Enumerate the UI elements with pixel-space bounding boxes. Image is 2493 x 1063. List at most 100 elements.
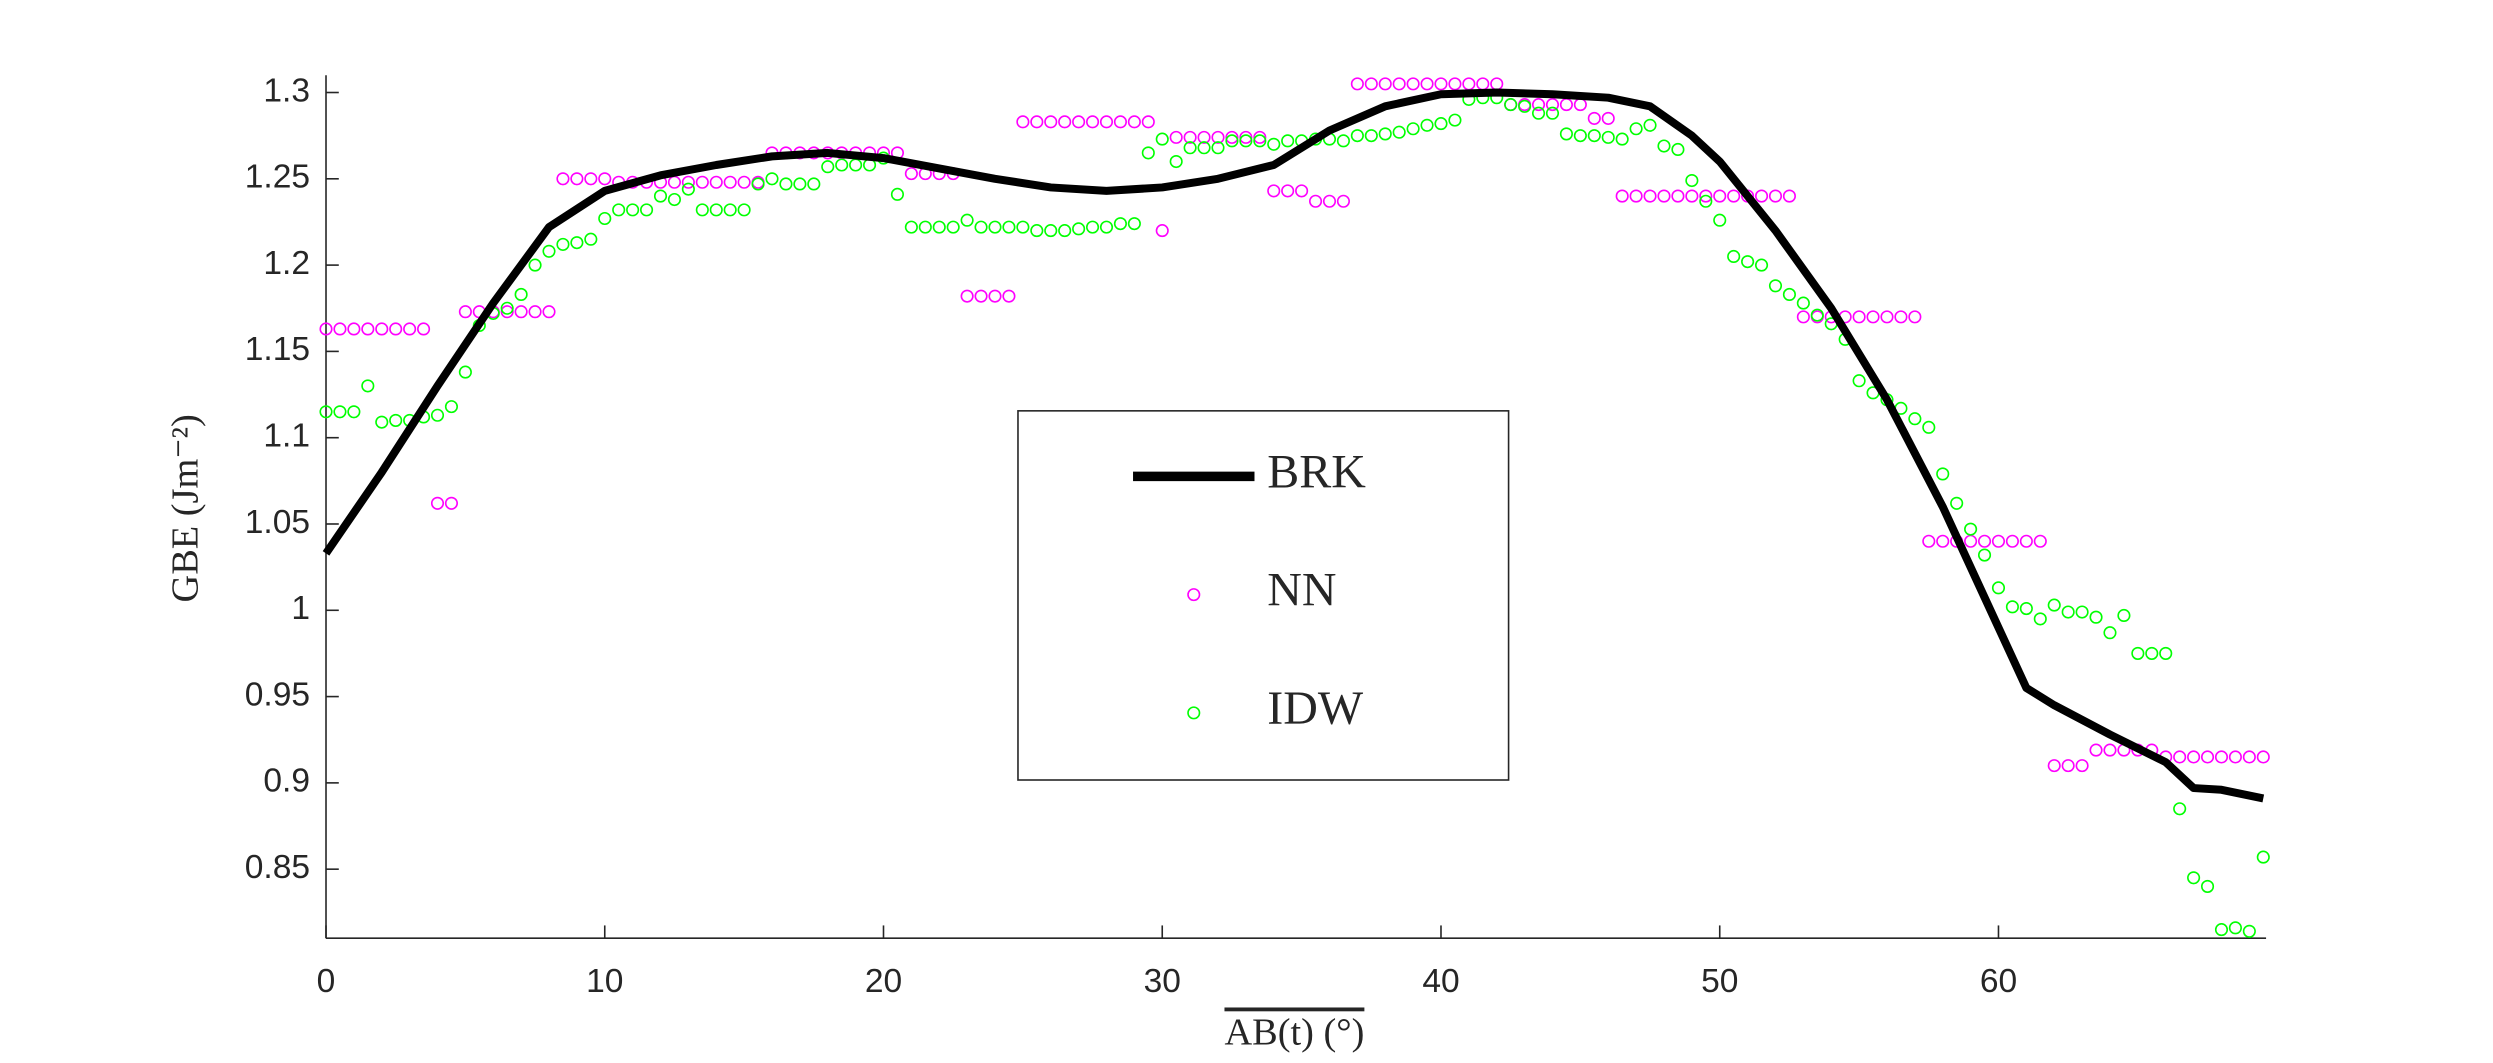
data-point: [932, 220, 946, 234]
data-point: [709, 203, 723, 217]
data-point: [1141, 146, 1155, 160]
data-point: [709, 175, 723, 189]
data-point: [2242, 924, 2256, 938]
data-point: [1127, 217, 1141, 231]
data-point: [1852, 310, 1866, 324]
data-point: [1796, 296, 1810, 310]
data-point: [960, 289, 974, 303]
data-point: [514, 305, 528, 319]
data-point: [375, 415, 389, 429]
data-point: [1225, 130, 1239, 144]
data-point: [2145, 646, 2159, 660]
data-point: [1183, 130, 1197, 144]
data-point: [1615, 132, 1629, 146]
data-point: [1448, 77, 1462, 91]
data-point: [1531, 106, 1546, 120]
data-point: [1127, 115, 1141, 129]
data-point: [2214, 750, 2229, 764]
data-point: [1531, 98, 1546, 112]
data-point: [1754, 258, 1769, 272]
x-tick-label: 50: [1701, 963, 1738, 1000]
data-point: [1113, 115, 1127, 129]
data-point: [1239, 134, 1253, 148]
data-point: [904, 167, 918, 181]
data-point: [1991, 534, 2006, 548]
data-point: [1392, 77, 1406, 91]
data-point: [1197, 141, 1211, 155]
data-point: [2187, 871, 2201, 885]
data-point: [751, 177, 765, 191]
data-point: [2005, 534, 2019, 548]
data-point: [347, 322, 361, 336]
data-point: [1239, 130, 1253, 144]
y-tick-label: 1.3: [263, 72, 310, 109]
data-point: [1002, 289, 1016, 303]
data-point: [1727, 189, 1741, 203]
data-point: [319, 322, 333, 336]
data-point: [1991, 581, 2006, 595]
data-point: [1643, 189, 1657, 203]
data-point: [1044, 115, 1058, 129]
brk-line: [322, 88, 2265, 803]
data-point: [807, 177, 821, 191]
data-point: [458, 305, 472, 319]
data-point: [333, 322, 347, 336]
data-point: [946, 220, 960, 234]
data-point: [1072, 115, 1086, 129]
x-tick-label: 20: [865, 963, 902, 1000]
data-point: [1768, 189, 1783, 203]
x-tick-label: 30: [1144, 963, 1181, 1000]
data-point: [974, 289, 988, 303]
y-tick-label: 1.1: [263, 418, 310, 455]
data-point: [681, 175, 695, 189]
data-point: [1434, 117, 1448, 131]
data-point: [1030, 224, 1044, 238]
data-point: [974, 220, 988, 234]
data-point: [1364, 77, 1378, 91]
data-point: [1545, 98, 1560, 112]
data-point: [1225, 134, 1239, 148]
data-point: [2033, 612, 2047, 626]
data-point: [1002, 220, 1016, 234]
data-point: [542, 244, 556, 258]
data-point: [1086, 220, 1100, 234]
data-point: [960, 213, 974, 227]
data-point: [653, 189, 668, 203]
data-point: [2103, 743, 2117, 757]
data-point: [430, 408, 445, 422]
data-point: [1699, 189, 1713, 203]
data-point: [612, 203, 626, 217]
data-point: [723, 203, 737, 217]
data-point: [1950, 496, 1964, 510]
data-point: [1908, 310, 1922, 324]
data-point: [723, 175, 737, 189]
data-point: [1964, 534, 1978, 548]
data-point: [1573, 129, 1587, 143]
data-point: [2117, 608, 2131, 623]
y-tick-label: 0.85: [245, 849, 310, 886]
data-point: [1281, 134, 1295, 148]
data-point: [1420, 118, 1434, 132]
data-point: [1378, 77, 1392, 91]
data-point: [1197, 130, 1211, 144]
data-point: [1267, 137, 1281, 151]
data-point: [1169, 130, 1183, 144]
data-point: [2173, 802, 2187, 816]
data-point: [1113, 217, 1127, 231]
data-point: [849, 158, 863, 172]
data-point: [1936, 467, 1950, 481]
data-point: [2256, 750, 2270, 764]
data-point: [667, 175, 681, 189]
data-point: [918, 220, 932, 234]
data-point: [1058, 224, 1072, 238]
data-point: [1615, 189, 1629, 203]
data-point: [2047, 759, 2061, 773]
data-point: [988, 220, 1002, 234]
data-point: [2075, 605, 2089, 619]
data-point: [1378, 127, 1392, 141]
data-point: [1629, 189, 1643, 203]
data-point: [2200, 879, 2215, 893]
data-point: [598, 172, 612, 186]
data-point: [1476, 77, 1490, 91]
data-point: [1601, 111, 1615, 125]
